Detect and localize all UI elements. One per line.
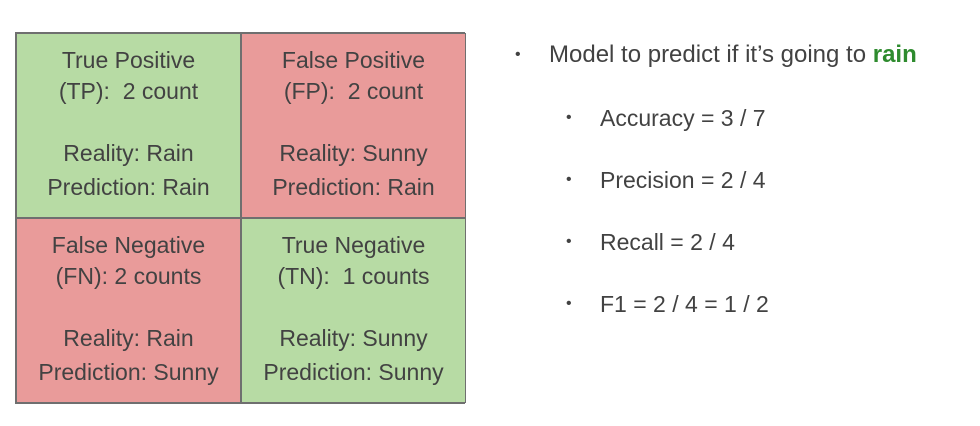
f1-text: F1 = 2 / 4 = 1 / 2 [600,291,769,317]
cell-false-positive: False Positive (FP): 2 count Reality: Su… [241,33,466,218]
bullet-dot-icon: • [566,109,572,126]
cell-prediction: Prediction: Sunny [263,359,444,385]
cell-title: False Positive [281,47,426,73]
cell-count: (TP): 2 count [58,78,199,104]
cell-heading: True Positive (TP): 2 count [17,45,240,107]
recall-text: Recall = 2 / 4 [600,229,735,255]
bullet-f1: • F1 = 2 / 4 = 1 / 2 [510,287,970,321]
cell-count: (FN): 2 counts [55,263,202,289]
cell-prediction: Prediction: Sunny [38,359,219,385]
cell-true-positive: True Positive (TP): 2 count Reality: Rai… [16,33,241,218]
cell-count: (FP): 2 count [283,78,424,104]
cell-reality: Reality: Sunny [279,325,428,351]
bullet-dot-icon: • [566,233,572,250]
cell-heading: True Negative (TN): 1 counts [242,230,465,292]
model-description-accent: rain [872,41,917,68]
bullet-model-description: • Model to predict if it’s going to rain [510,38,970,72]
bullet-precision: • Precision = 2 / 4 [510,163,970,197]
cell-reality: Reality: Sunny [279,140,428,166]
cell-heading: False Negative (FN): 2 counts [17,230,240,292]
cell-count: (TN): 1 counts [277,263,430,289]
bullet-recall: • Recall = 2 / 4 [510,225,970,259]
precision-text: Precision = 2 / 4 [600,167,766,193]
cell-prediction: Prediction: Rain [272,174,435,200]
cell-reality: Reality: Rain [63,325,194,351]
bullet-accuracy: • Accuracy = 3 / 7 [510,101,970,135]
cell-false-negative: False Negative (FN): 2 counts Reality: R… [16,218,241,403]
bullet-dot-icon: • [566,295,572,312]
cell-heading: False Positive (FP): 2 count [242,45,465,107]
cell-title: True Positive [61,47,196,73]
cell-reality: Reality: Rain [63,140,194,166]
bullet-dot-icon: • [566,171,572,188]
bullet-dot-icon: • [515,46,521,63]
cell-title: False Negative [51,232,206,258]
confusion-matrix: True Positive (TP): 2 count Reality: Rai… [15,32,466,404]
metrics-list: • Model to predict if it’s going to rain… [510,38,970,321]
cell-title: True Negative [281,232,426,258]
accuracy-text: Accuracy = 3 / 7 [600,105,766,131]
cell-prediction: Prediction: Rain [47,174,210,200]
model-description-text: Model to predict if it’s going to [549,41,873,68]
cell-true-negative: True Negative (TN): 1 counts Reality: Su… [241,218,466,403]
